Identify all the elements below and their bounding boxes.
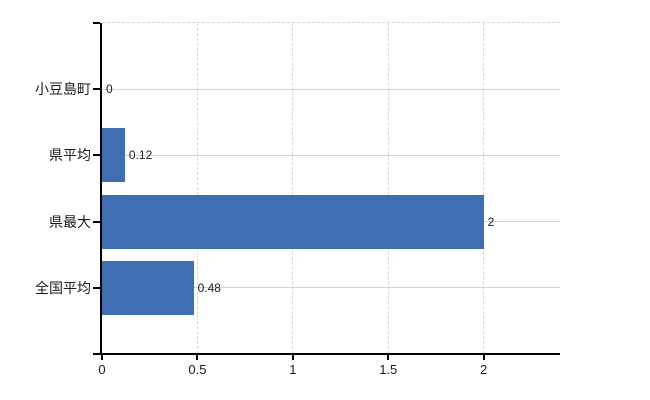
x-tick-label: 1: [289, 362, 297, 377]
x-axis-tick: [387, 355, 390, 360]
horizontal-gridline: [102, 88, 560, 90]
category-label: 全国平均: [35, 279, 91, 296]
bar: [102, 260, 194, 315]
x-axis: [93, 353, 560, 355]
x-axis-tick: [196, 355, 199, 360]
y-axis-tick: [93, 154, 100, 157]
category-label: 県平均: [49, 147, 91, 164]
bar-value-label: 0: [106, 82, 113, 97]
y-axis-tick: [93, 22, 100, 24]
x-tick-label: 0.5: [188, 362, 207, 377]
plot-top-border: [102, 22, 560, 23]
x-axis-tick: [291, 355, 294, 360]
x-tick-label: 1.5: [379, 362, 398, 377]
y-axis: [100, 23, 102, 354]
x-axis-tick: [482, 355, 485, 360]
horizontal-gridline: [102, 154, 560, 156]
vertical-gridline: [387, 23, 389, 354]
bar-value-label: 0.48: [197, 280, 221, 295]
x-tick-label: 0: [98, 362, 106, 377]
vertical-gridline: [292, 23, 294, 354]
category-label: 県最大: [49, 213, 91, 230]
bar-value-label: 0.12: [128, 148, 153, 163]
horizontal-gridline: [102, 287, 560, 289]
bar: [102, 194, 484, 249]
x-tick-label: 2: [480, 362, 488, 377]
bar-value-label: 2: [487, 214, 495, 229]
y-axis-tick: [93, 220, 100, 223]
bar: [102, 128, 125, 183]
category-label: 小豆島町: [35, 81, 91, 98]
vertical-gridline: [483, 23, 485, 354]
y-axis-tick: [93, 88, 100, 91]
vertical-gridline: [196, 23, 198, 354]
y-axis-tick: [93, 286, 100, 289]
x-axis-tick: [101, 355, 103, 360]
